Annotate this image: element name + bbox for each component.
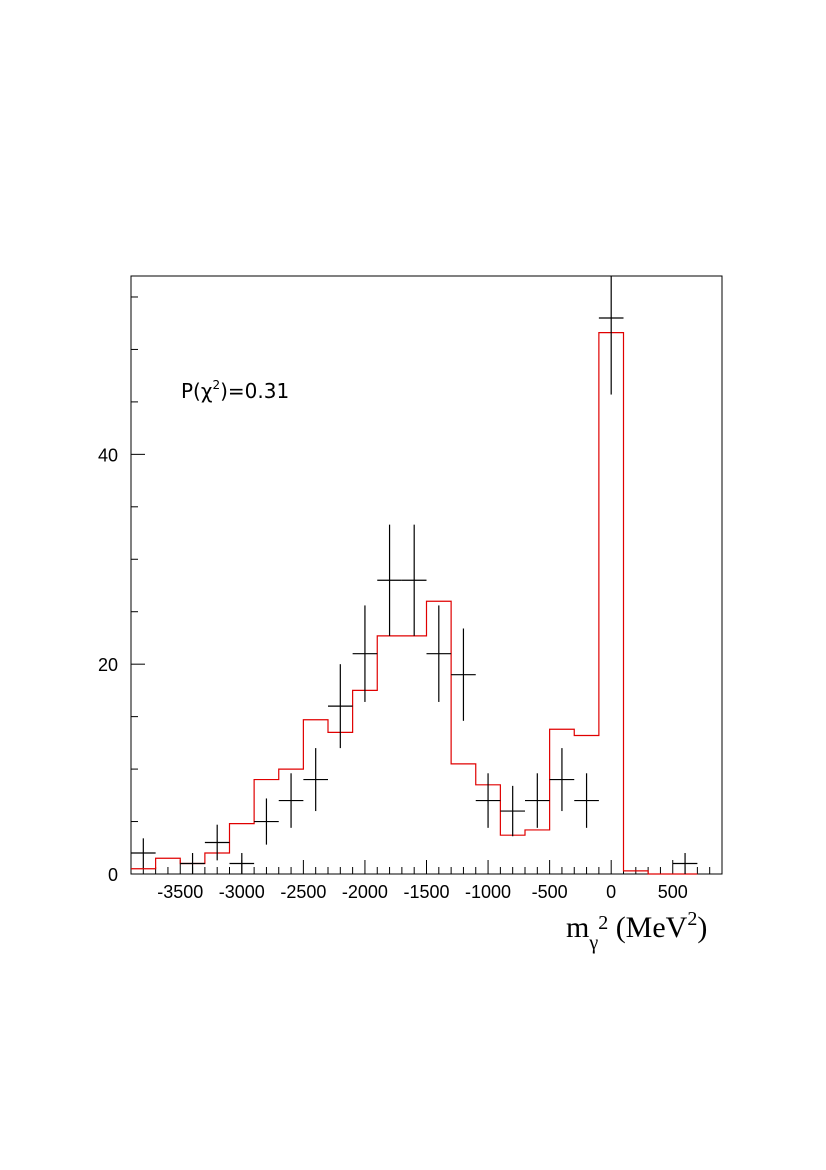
data-point [377, 524, 402, 636]
x-tick-label: -3500 [157, 882, 203, 902]
tick-labels: -3500 -3000 -2500 -2000 -1500 -1000 -500 0 500 0 2… [98, 445, 688, 902]
data-point [352, 605, 378, 702]
data-point [180, 853, 205, 874]
x-tick-label: -1500 [403, 882, 449, 902]
plot-frame [130, 275, 723, 875]
data-point [204, 824, 230, 861]
data-point [672, 853, 698, 874]
x-tick-label: -2000 [342, 882, 388, 902]
x-tick-label: -1000 [465, 882, 511, 902]
data-point [598, 276, 624, 395]
data-point [525, 773, 550, 828]
x-tick-label: -3000 [219, 882, 265, 902]
x-tick-label: 500 [658, 882, 688, 902]
data-point [426, 605, 452, 702]
data-points [131, 276, 698, 874]
y-tick-label: 40 [98, 445, 118, 465]
data-point [475, 773, 501, 828]
y-tick-label: 0 [108, 865, 118, 885]
data-point [574, 773, 599, 828]
data-point [500, 785, 525, 837]
y-tick-label: 20 [98, 655, 118, 675]
data-point [254, 798, 279, 845]
data-point [131, 838, 156, 868]
data-point [229, 853, 255, 874]
chi2-probability-annotation: P(χ2)=0.31 [181, 378, 289, 403]
x-tick-label: -500 [532, 882, 568, 902]
data-point [451, 628, 476, 721]
data-point [278, 773, 304, 828]
data-point [401, 524, 427, 636]
x-axis-title: mγ2 (MeV2) [566, 908, 707, 954]
data-point [303, 748, 328, 812]
x-tick-label: -2500 [280, 882, 326, 902]
x-tick-label: 0 [606, 882, 616, 902]
data-point [328, 664, 353, 749]
data-point [549, 748, 575, 812]
